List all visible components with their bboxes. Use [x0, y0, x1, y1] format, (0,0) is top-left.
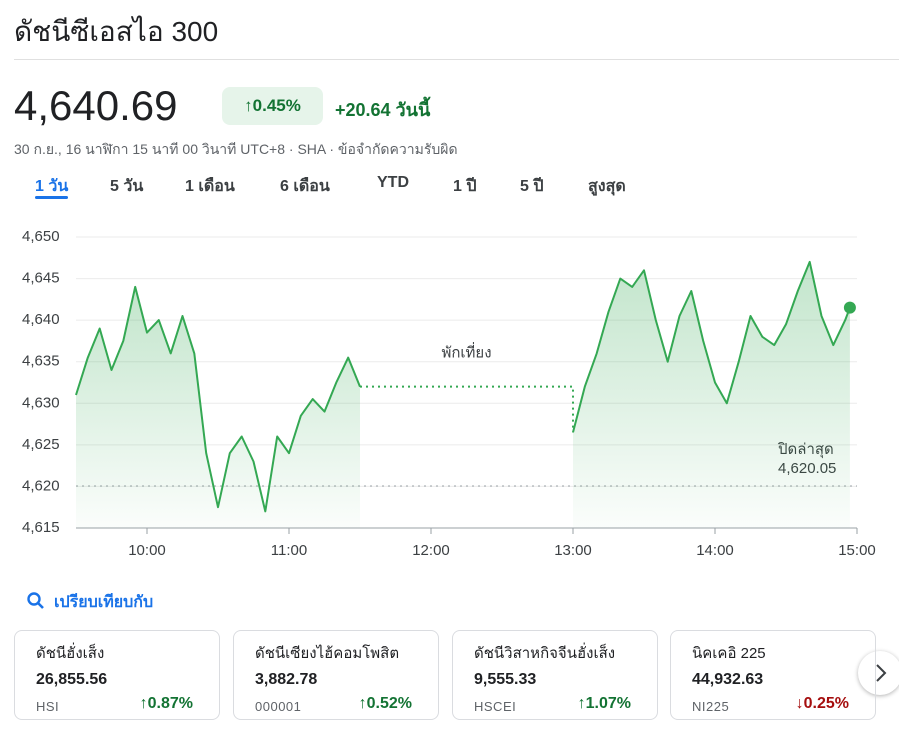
y-tick-label: 4,650 [22, 228, 60, 245]
change-today: +20.64 วันนี้ [335, 100, 431, 120]
divider [14, 59, 899, 60]
price-line [572, 260, 851, 433]
card-change: ↑1.07% [578, 695, 631, 713]
tab[interactable]: 1 เดือน [185, 178, 235, 195]
card-value: 44,932.63 [692, 671, 764, 688]
tab[interactable]: สูงสุด [588, 178, 626, 195]
y-tick-label: 4,625 [22, 436, 60, 453]
compare-title[interactable]: เปรียบเทียบกับ [26, 590, 153, 615]
tab[interactable]: 1 ปี [453, 178, 477, 195]
change-percent: 0.45% [252, 96, 301, 115]
arrow: ↑ [577, 695, 586, 712]
y-tick-label: 4,630 [22, 394, 60, 411]
x-tick-label: 11:00 [271, 542, 307, 559]
card-code: HSI [36, 699, 60, 714]
card-name: ดัชนีวิสาหกิจจีนฮั่งเส็ง [474, 645, 616, 662]
card-value: 9,555.33 [474, 671, 537, 688]
compare-card[interactable]: นิคเคอิ 225 44,932.63 NI225 ↓0.25% [670, 630, 876, 720]
card-value: 3,882.78 [255, 671, 318, 688]
card-code: 000001 [255, 699, 302, 714]
compare-card[interactable]: ดัชนีวิสาหกิจจีนฮั่งเส็ง 9,555.33 HSCEI ↑1.… [452, 630, 658, 720]
x-tick-label: 10:00 [128, 542, 166, 559]
next-button[interactable] [858, 651, 899, 695]
area [573, 261, 850, 528]
card-name: นิคเคอิ 225 [692, 645, 766, 662]
compare-card[interactable]: ดัชนีเซียงไฮ้คอมโพสิต 3,882.78 000001 ↑0.52… [233, 630, 439, 720]
x-tick-label: 14:00 [696, 542, 734, 559]
change: 0.87% [147, 695, 193, 712]
chart: 4,615 4,620 4,625 4,630 4,635 4,640 4,645 4,650… [22, 228, 876, 559]
tab-underline [35, 196, 68, 199]
x-tick-label: 13:00 [554, 542, 592, 559]
change: 1.07% [585, 695, 631, 712]
price-line [75, 285, 361, 513]
price: 4,640.69 [14, 82, 178, 129]
card-value: 26,855.56 [36, 671, 108, 688]
area [76, 286, 360, 528]
y-tick-label: 4,620 [22, 477, 60, 494]
title: ดัชนีซีเอสไอ 300 [14, 16, 219, 47]
arrow: ↑ [358, 695, 367, 712]
y-tick-label: 4,635 [22, 353, 60, 370]
arrow: ↑ [139, 695, 148, 712]
tab[interactable]: 5 วัน [110, 178, 144, 195]
tab[interactable]: 5 ปี [520, 178, 544, 195]
arrow: ↓ [795, 695, 804, 712]
y-tick-label: 4,640 [22, 311, 60, 328]
tab[interactable]: YTD [377, 174, 409, 191]
y-tick-label: 4,615 [22, 519, 60, 536]
lunch-break [360, 385, 574, 433]
compare-label: เปรียบเทียบกับ [54, 594, 154, 611]
search-icon [27, 592, 44, 609]
compare-card[interactable]: ดัชนีฮั่งเส็ง 26,855.56 HSI ↑0.87% [14, 630, 220, 720]
card-name: ดัชนีเซียงไฮ้คอมโพสิต [255, 645, 400, 662]
chevron [876, 664, 887, 682]
lunch-label: พักเที่ยง [441, 342, 491, 362]
change: 0.25% [803, 695, 849, 712]
change-badge: ↑0.45% [222, 87, 323, 125]
y-tick-label: 4,645 [22, 270, 60, 287]
card-change: ↑0.52% [359, 695, 412, 713]
card-change: ↓0.25% [796, 695, 849, 713]
card-name: ดัชนีฮั่งเส็ง [36, 645, 105, 662]
x-tick-label: 15:00 [838, 542, 876, 559]
tab[interactable]: 1 วัน [35, 178, 69, 195]
card-change: ↑0.87% [140, 695, 193, 713]
tab[interactable]: 6 เดือน [280, 178, 330, 195]
end-dot [843, 301, 856, 314]
card-code: NI225 [692, 699, 730, 714]
x-tick-label: 12:00 [412, 542, 450, 559]
meta: 30 ก.ย., 16 นาฬิกา 15 นาที 00 วินาที UTC… [14, 141, 458, 157]
change: 0.52% [366, 695, 412, 712]
card-code: HSCEI [474, 699, 517, 714]
